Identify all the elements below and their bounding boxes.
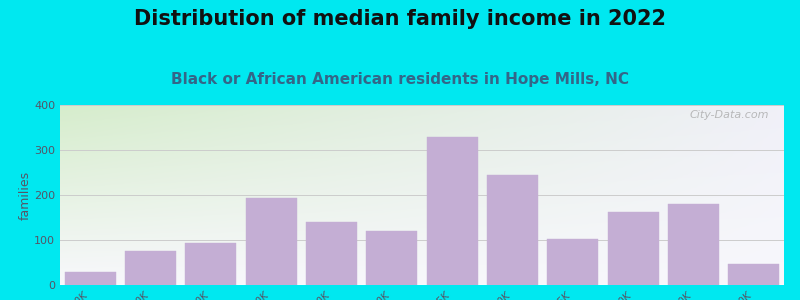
Bar (65, 272, 116, 285)
Bar (125, 251, 176, 285)
Bar (185, 243, 237, 285)
Y-axis label: families: families (18, 170, 31, 220)
Bar (728, 264, 779, 285)
Text: Black or African American residents in Hope Mills, NC: Black or African American residents in H… (171, 72, 629, 87)
Bar (366, 231, 418, 285)
Bar (607, 212, 659, 285)
Text: City-Data.com: City-Data.com (690, 110, 770, 120)
Bar (246, 198, 297, 285)
Bar (306, 222, 357, 285)
Bar (487, 175, 538, 285)
Bar (426, 136, 478, 285)
Text: Distribution of median family income in 2022: Distribution of median family income in … (134, 9, 666, 29)
Bar (547, 239, 598, 285)
Bar (668, 204, 719, 285)
